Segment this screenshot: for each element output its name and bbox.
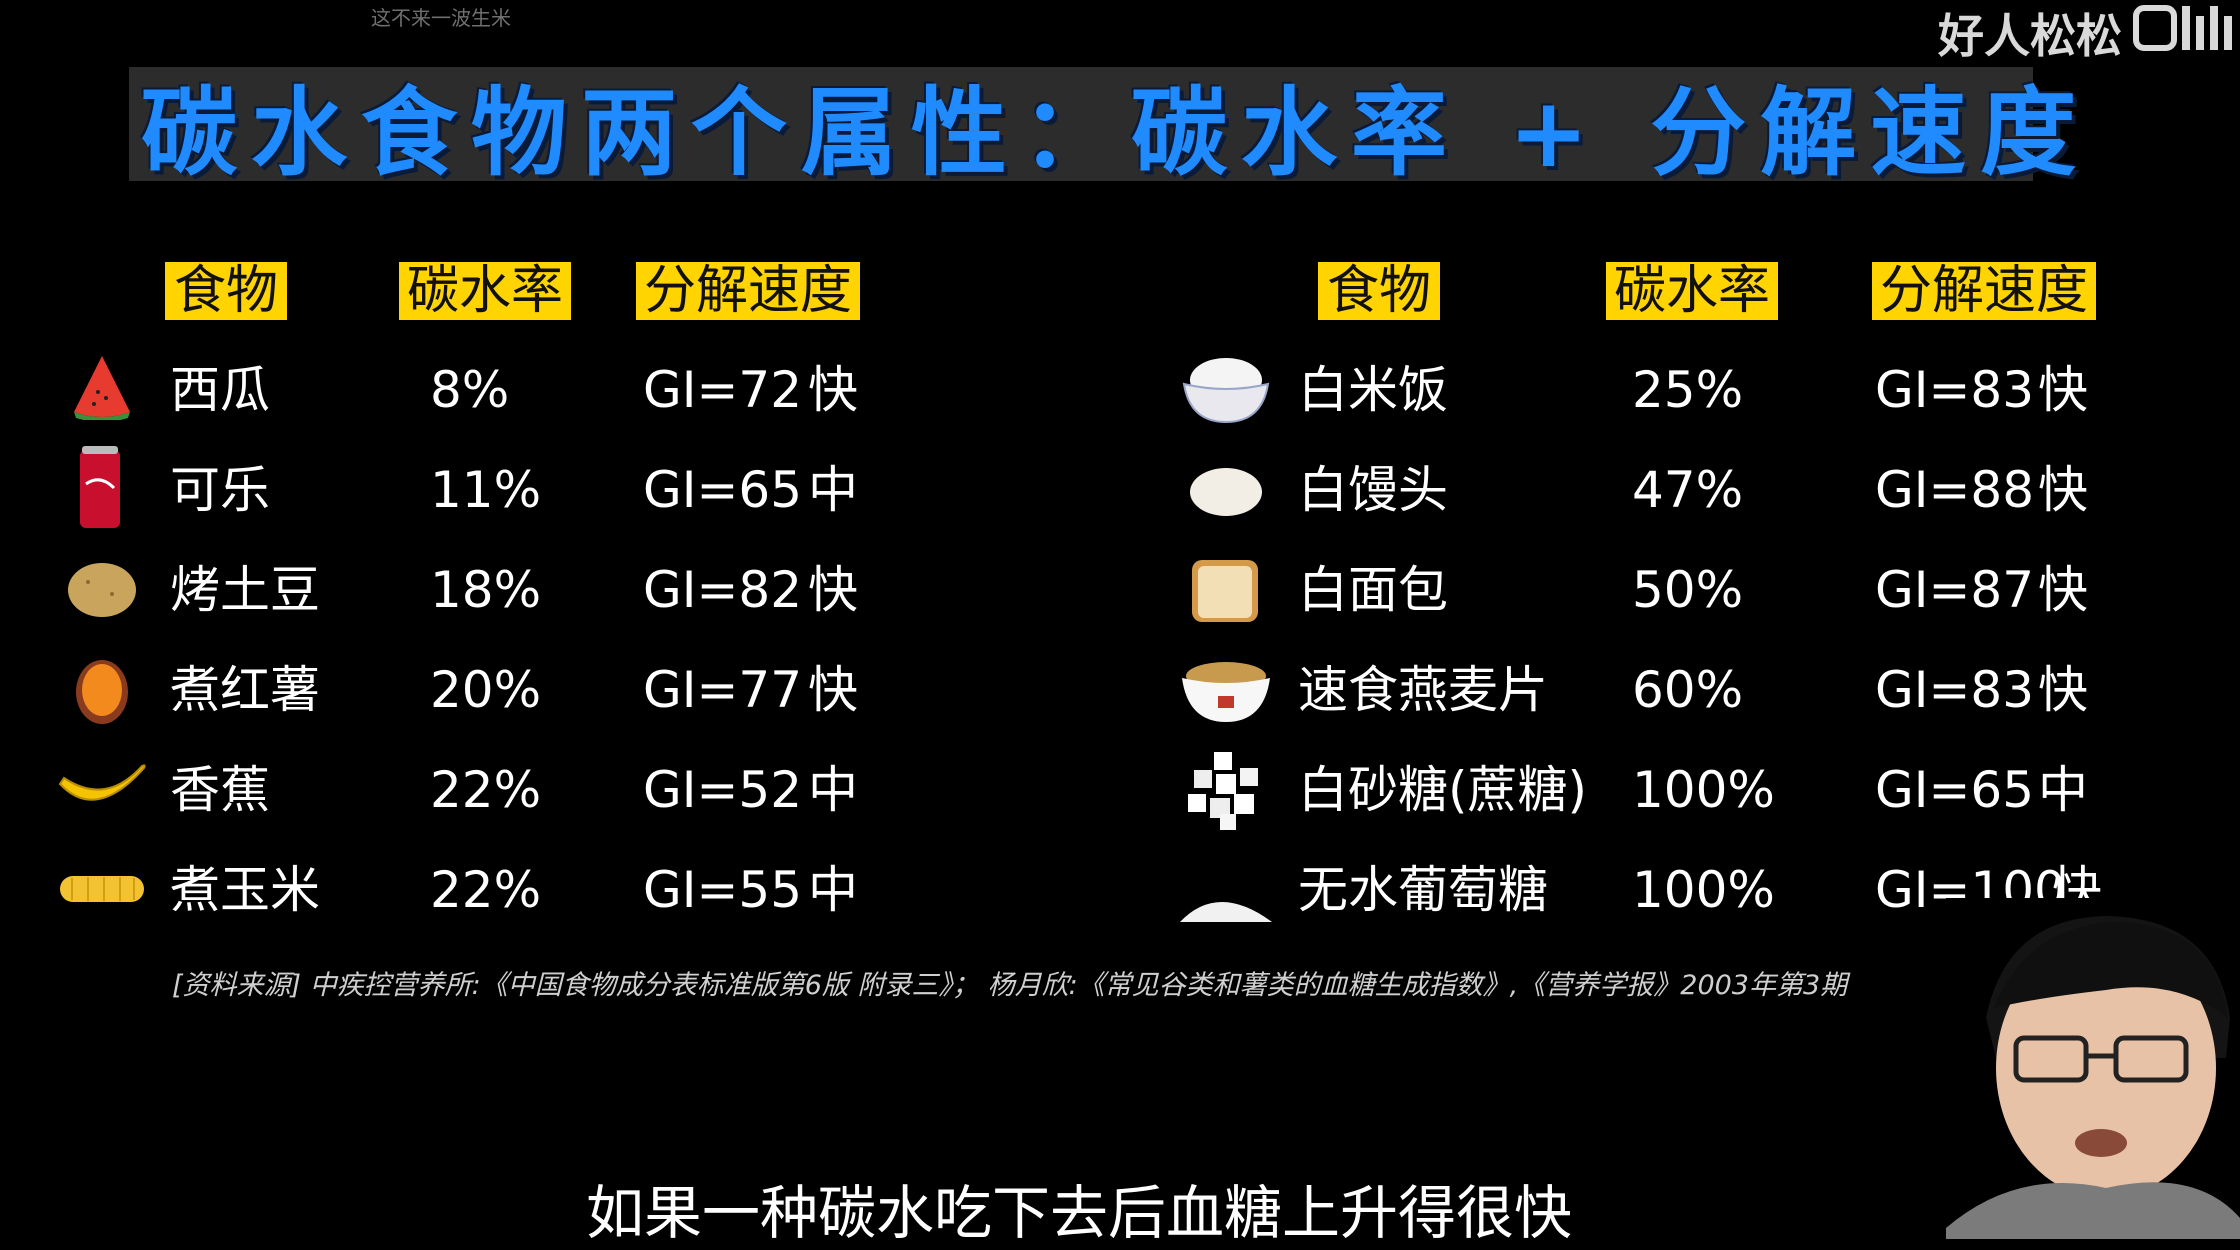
presenter-video-overlay	[1946, 898, 2240, 1239]
food-name: 速食燕麦片	[1298, 661, 1548, 719]
food-name: 白米饭	[1298, 361, 1448, 419]
channel-brand: 好人松松	[1938, 9, 2122, 63]
sugar-cubes-icon	[1188, 752, 1258, 830]
gi-value: GI=87	[1875, 561, 2035, 619]
danmaku-comment: 这不来一波生米	[371, 6, 511, 30]
food-name: 无水葡萄糖	[1298, 861, 1548, 919]
table-row: 煮玉米 22% GI=55 中	[0, 850, 2240, 930]
cola-can-icon	[80, 446, 120, 528]
gi-value: GI=65	[643, 461, 803, 519]
oatmeal-bowl-icon	[1182, 662, 1270, 722]
carb-rate: 100%	[1632, 861, 1775, 919]
rice-bowl-icon	[1182, 358, 1270, 424]
carb-rate: 25%	[1632, 361, 1744, 419]
left-header-carb-rate: 碳水率	[399, 262, 571, 320]
carb-rate: 18%	[430, 561, 542, 619]
potato-icon	[68, 563, 136, 617]
table-row: 白面包 50% GI=87 快	[0, 550, 2240, 630]
table-row: 可乐 11% GI=65 中	[0, 446, 2240, 530]
sweet-potato-icon	[76, 660, 128, 724]
speed-label: 快	[808, 361, 858, 419]
speed-label: 快	[808, 661, 858, 719]
food-name: 可乐	[170, 461, 270, 519]
title-banner: 碳水食物两个属性：碳水率 + 分解速度	[129, 67, 2076, 189]
table-row: 煮红薯 20% GI=77 快	[0, 650, 2240, 730]
video-subtitle: 如果一种碳水吃下去后血糖上升得很快	[586, 1179, 1573, 1247]
carb-rate: 100%	[1632, 761, 1775, 819]
carb-rate: 20%	[430, 661, 542, 719]
speed-label: 中	[808, 861, 858, 919]
speed-label: 快	[2038, 661, 2088, 719]
gi-value: GI=82	[643, 561, 803, 619]
right-header-speed: 分解速度	[1872, 262, 2096, 320]
food-name: 烤土豆	[170, 561, 320, 619]
carb-rate: 11%	[430, 461, 542, 519]
gi-value: GI=77	[643, 661, 803, 719]
speed-label: 快	[2038, 361, 2088, 419]
carb-rate: 22%	[430, 761, 542, 819]
gi-value: GI=83	[1875, 661, 2035, 719]
carb-rate: 47%	[1632, 461, 1744, 519]
food-name: 煮红薯	[170, 661, 320, 719]
table-row: 烤土豆 18% GI=82 快	[0, 550, 2240, 630]
banana-icon	[58, 764, 146, 801]
carb-rate: 8%	[430, 361, 510, 419]
bilibili-logo-icon	[2133, 5, 2232, 51]
speed-label: 中	[808, 761, 858, 819]
table-row: 白砂糖(蔗糖) 100% GI=65 中	[0, 750, 2240, 830]
food-name: 西瓜	[170, 361, 270, 419]
carb-rate: 50%	[1632, 561, 1744, 619]
speed-label: 快	[808, 561, 858, 619]
food-name: 香蕉	[170, 761, 270, 819]
carb-rate: 22%	[430, 861, 542, 919]
food-name: 白砂糖(蔗糖)	[1298, 761, 1588, 819]
watermelon-icon	[74, 356, 130, 420]
steamed-bun-icon	[1190, 468, 1262, 516]
carb-rate: 60%	[1632, 661, 1744, 719]
table-row: 白米饭 25% GI=83 快	[0, 350, 2240, 430]
gi-value: GI=83	[1875, 361, 2035, 419]
page-title: 碳水食物两个属性：碳水率 + 分解速度	[141, 76, 2091, 189]
corn-icon	[60, 876, 144, 902]
speed-label: 中	[2038, 761, 2088, 819]
table-row: 西瓜 8% GI=72 快	[0, 350, 2240, 430]
speed-label: 快	[2038, 561, 2088, 619]
right-header-food: 食物	[1318, 262, 1440, 320]
table-row: 白馒头 47% GI=88 快	[0, 450, 2240, 530]
food-name: 白面包	[1298, 561, 1448, 619]
gi-value: GI=88	[1875, 461, 2035, 519]
gi-value: GI=52	[643, 761, 803, 819]
source-citation: [资料来源] 中疾控营养所:《中国食物成分表标准版第6版 附录三》； 杨月欣:《…	[172, 970, 1848, 1001]
bread-icon	[1192, 560, 1258, 622]
speed-label: 中	[808, 461, 858, 519]
gi-value: GI=72	[643, 361, 803, 419]
table-row: 速食燕麦片 60% GI=83 快	[0, 650, 2240, 730]
speed-label: 快	[2038, 461, 2088, 519]
left-header-speed: 分解速度	[636, 262, 860, 320]
right-header-carb-rate: 碳水率	[1606, 262, 1778, 320]
food-name: 白馒头	[1298, 461, 1448, 519]
gi-value: GI=65	[1875, 761, 2035, 819]
table-row: 无水葡萄糖 100% GI=100 快	[0, 850, 2240, 930]
food-name: 煮玉米	[170, 861, 320, 919]
glucose-powder-icon	[1180, 902, 1272, 922]
table-row: 香蕉 22% GI=52 中	[0, 750, 2240, 830]
left-header-food: 食物	[165, 262, 287, 320]
gi-value: GI=55	[643, 861, 803, 919]
